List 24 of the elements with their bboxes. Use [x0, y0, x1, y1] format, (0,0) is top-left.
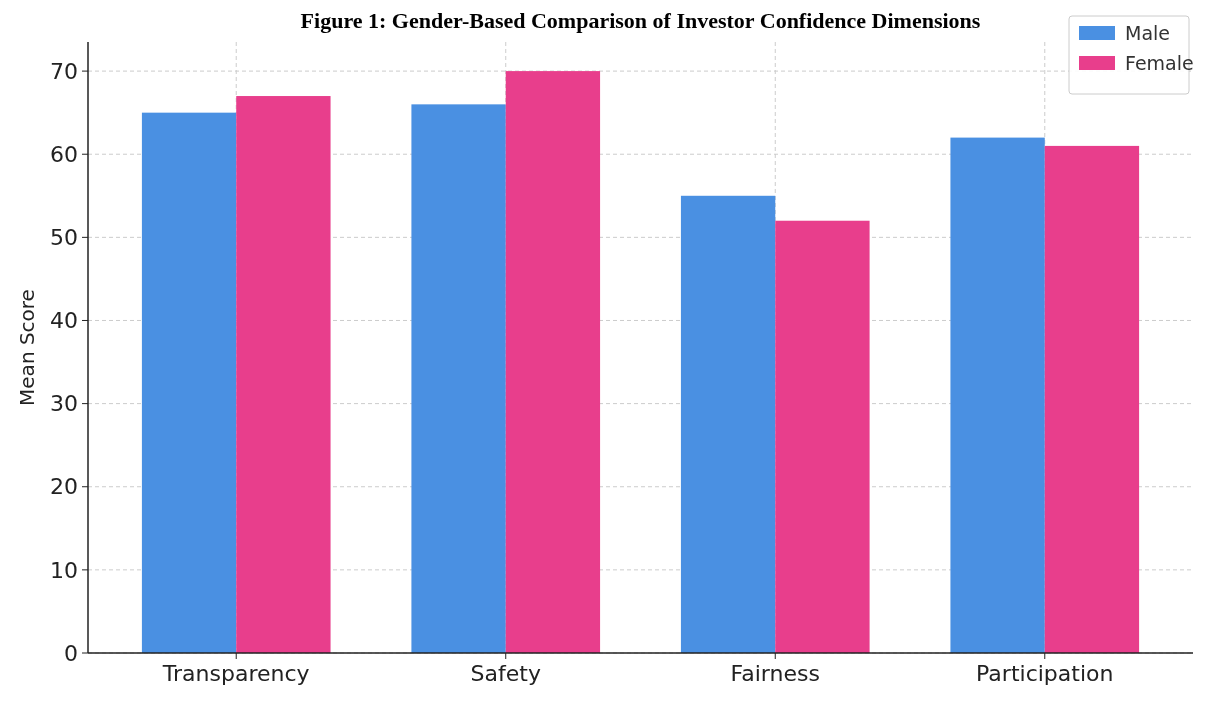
- bar: [680, 195, 776, 653]
- y-tick-label: 50: [50, 225, 78, 251]
- x-tick-label: Participation: [976, 661, 1114, 686]
- y-tick-label: 70: [50, 58, 78, 84]
- y-axis-title: Mean Score: [15, 289, 39, 406]
- chart-title: Figure 1: Gender-Based Comparison of Investor Confidence Dimensions: [300, 8, 981, 33]
- bar: [1044, 145, 1140, 653]
- legend-label: Male: [1125, 21, 1171, 44]
- y-tick-label: 10: [50, 557, 78, 583]
- y-tick-label: 30: [50, 391, 78, 417]
- y-tick-label: 60: [50, 141, 78, 167]
- bar: [236, 96, 331, 653]
- legend-label: Female: [1125, 51, 1194, 74]
- x-tick-label: Safety: [470, 661, 541, 686]
- bar: [775, 220, 870, 653]
- y-tick-label: 0: [64, 640, 78, 666]
- bar: [411, 104, 506, 653]
- y-tick-label: 20: [50, 474, 78, 500]
- bar: [141, 112, 237, 653]
- x-tick-label: Transparency: [161, 661, 310, 686]
- x-tick-label: Fairness: [730, 661, 820, 686]
- bar: [505, 71, 601, 653]
- bar: [950, 137, 1045, 653]
- y-tick-label: 40: [50, 308, 78, 334]
